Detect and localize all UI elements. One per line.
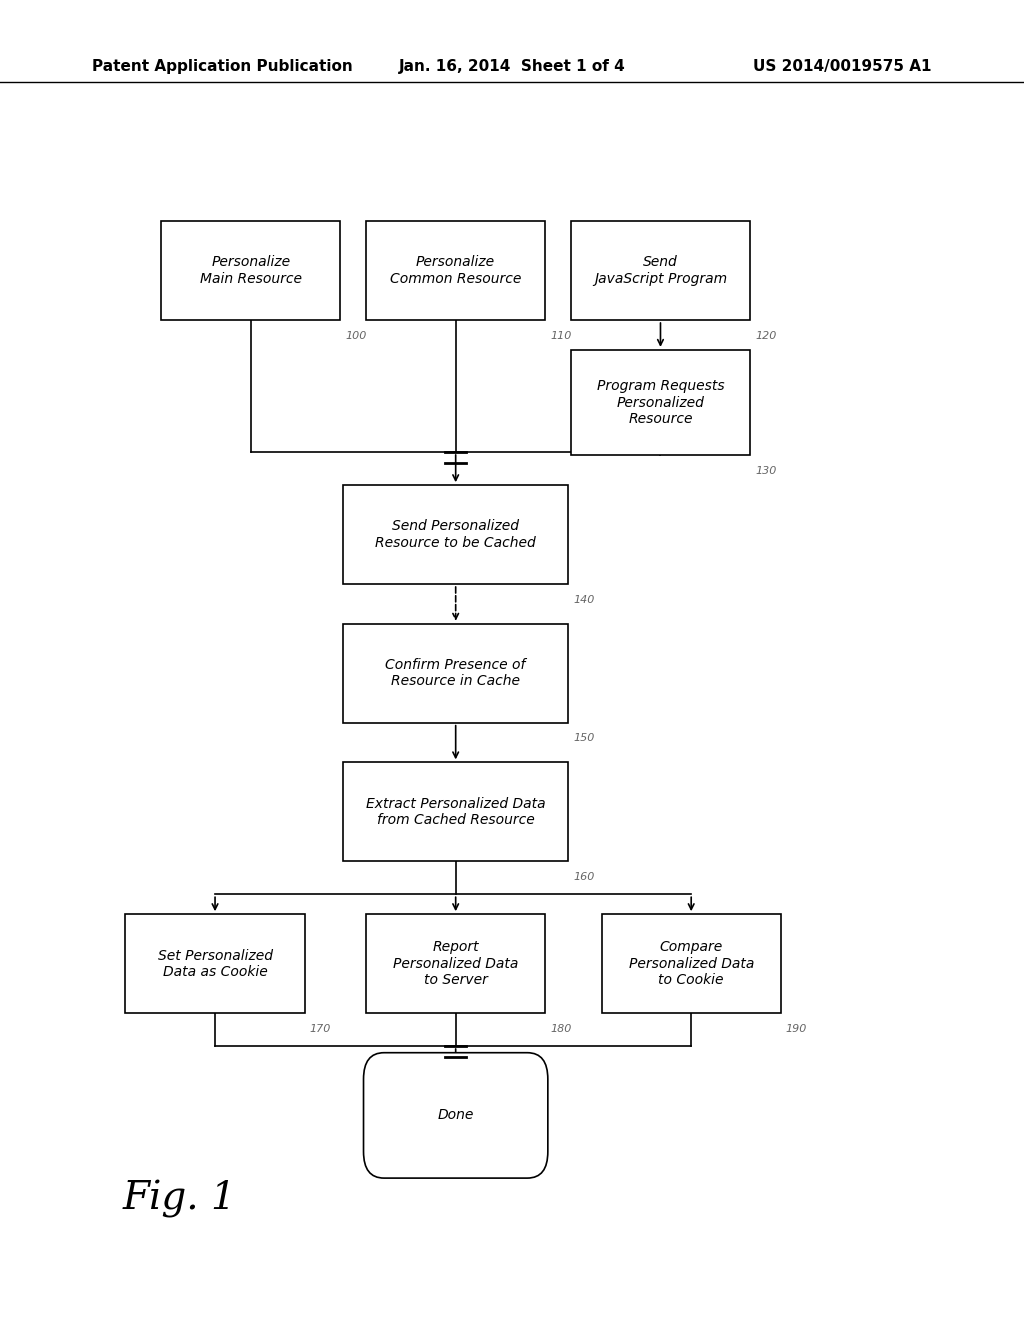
FancyBboxPatch shape — [125, 913, 305, 1014]
Text: 110: 110 — [551, 330, 571, 341]
FancyBboxPatch shape — [571, 350, 750, 455]
Text: 170: 170 — [309, 1024, 331, 1034]
FancyBboxPatch shape — [602, 913, 780, 1014]
FancyBboxPatch shape — [364, 1053, 548, 1177]
FancyBboxPatch shape — [343, 762, 568, 861]
Text: Send
JavaScript Program: Send JavaScript Program — [594, 256, 727, 285]
FancyBboxPatch shape — [367, 220, 545, 319]
Text: 120: 120 — [756, 330, 776, 341]
FancyBboxPatch shape — [367, 913, 545, 1014]
Text: US 2014/0019575 A1: US 2014/0019575 A1 — [754, 59, 932, 74]
Text: Confirm Presence of
Resource in Cache: Confirm Presence of Resource in Cache — [385, 659, 526, 688]
Text: Personalize
Common Resource: Personalize Common Resource — [390, 256, 521, 285]
Text: 130: 130 — [756, 466, 776, 477]
Text: Set Personalized
Data as Cookie: Set Personalized Data as Cookie — [158, 949, 272, 978]
Text: 140: 140 — [573, 594, 595, 605]
FancyBboxPatch shape — [162, 220, 340, 319]
Text: Fig. 1: Fig. 1 — [122, 1180, 237, 1217]
Text: 150: 150 — [573, 734, 595, 743]
Text: Report
Personalized Data
to Server: Report Personalized Data to Server — [393, 940, 518, 987]
Text: Done: Done — [437, 1109, 474, 1122]
FancyBboxPatch shape — [343, 624, 568, 722]
Text: 160: 160 — [573, 871, 595, 882]
FancyBboxPatch shape — [343, 486, 568, 583]
Text: 100: 100 — [346, 330, 367, 341]
FancyBboxPatch shape — [571, 220, 750, 319]
Text: Personalize
Main Resource: Personalize Main Resource — [200, 256, 302, 285]
Text: Jan. 16, 2014  Sheet 1 of 4: Jan. 16, 2014 Sheet 1 of 4 — [398, 59, 626, 74]
Text: Program Requests
Personalized
Resource: Program Requests Personalized Resource — [597, 379, 724, 426]
Text: 190: 190 — [786, 1024, 807, 1034]
Text: Compare
Personalized Data
to Cookie: Compare Personalized Data to Cookie — [629, 940, 754, 987]
Text: 180: 180 — [551, 1024, 571, 1034]
Text: Send Personalized
Resource to be Cached: Send Personalized Resource to be Cached — [376, 520, 536, 549]
Text: Extract Personalized Data
from Cached Resource: Extract Personalized Data from Cached Re… — [366, 797, 546, 826]
Text: Patent Application Publication: Patent Application Publication — [92, 59, 353, 74]
